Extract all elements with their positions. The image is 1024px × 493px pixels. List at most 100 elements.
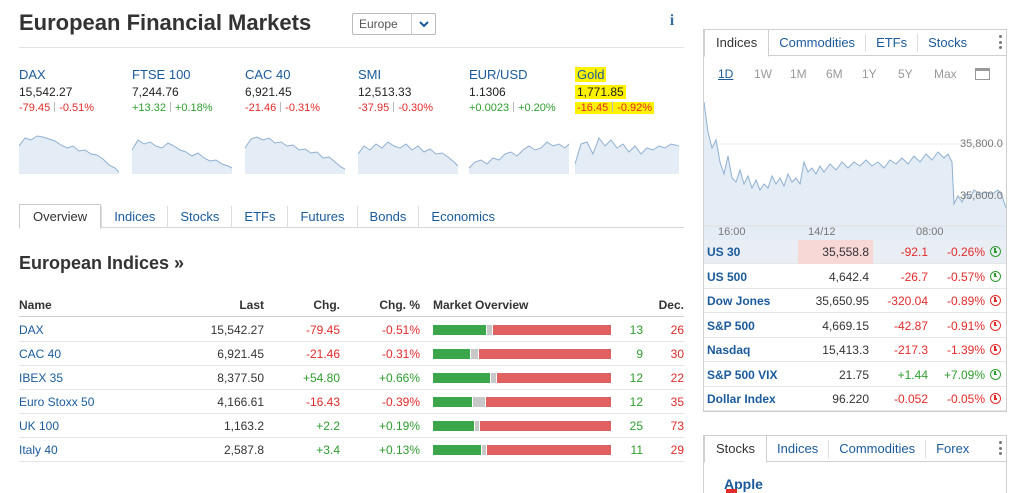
card-name[interactable]: FTSE 100 [132,67,191,82]
card-name-text: Gold [575,67,607,82]
intraday-chart: 35,800.0 35,600.0 16:00 14/12 08:00 [704,92,1006,240]
table-row[interactable]: IBEX 35 8,377.50 +54.80 +0.66% 12 22 [19,366,684,390]
row-advancers: 12 [629,371,643,385]
panel-row[interactable]: S&P 500 4,669.15 -42.87 -0.91% [704,314,1006,338]
panel2-tabs: Stocks Indices Commodities Forex [704,436,1006,463]
market-overview-bar [433,373,611,383]
table-row[interactable]: CAC 40 6,921.45 -21.46 -0.31% 9 30 [19,342,684,366]
stock-item-name[interactable]: Apple [724,476,763,492]
more-options-icon[interactable] [996,440,1004,456]
row-name[interactable]: CAC 40 [19,347,62,361]
quote-card[interactable]: Gold 1,771.85 -16.45 -0.92% [575,66,685,176]
row-decliners: 22 [670,371,684,385]
more-options-icon[interactable] [996,34,1004,50]
panel2-tab-stocks[interactable]: Stocks [704,436,768,463]
fullscreen-icon[interactable] [975,68,990,80]
tab-etfs[interactable]: ETFs [231,206,287,228]
card-name[interactable]: CAC 40 [245,67,291,82]
panel2-tab-indices[interactable]: Indices [777,441,819,456]
range-6m[interactable]: 6M [826,67,843,81]
table-row[interactable]: Italy 40 2,587.8 +3.4 +0.13% 11 29 [19,438,684,462]
clock-icon [990,344,1001,355]
panel-row-name[interactable]: Dollar Index [707,392,776,406]
panel-row[interactable]: S&P 500 VIX 21.75 +1.44 +7.09% [704,363,1006,387]
panel-row[interactable]: US 30 35,558.8 -92.1 -0.26% [704,240,1006,264]
card-change-pct: -0.92% [617,102,653,114]
clock-icon [990,319,1001,331]
section-tabs: Overview Indices Stocks ETFs Futures Bon… [19,204,684,229]
table-header-row: Name Last Chg. Chg. % Market Overview De… [19,293,684,317]
card-change: -37.95 -0.30% [358,100,468,116]
range-1d[interactable]: 1D [718,67,734,81]
panel-row[interactable]: Nasdaq 15,413.3 -217.3 -1.39% [704,338,1006,362]
panel-row-name[interactable]: S&P 500 VIX [707,367,778,382]
panel-row[interactable]: Dollar Index 96.220 -0.052 -0.05% [704,387,1006,411]
tab-indices[interactable]: Indices [101,206,167,228]
row-decliners: 29 [670,443,684,457]
info-icon[interactable]: i [669,12,675,29]
region-select[interactable]: Europe [352,13,436,35]
card-name[interactable]: Gold [575,66,685,84]
range-1y[interactable]: 1Y [862,67,877,81]
card-name[interactable]: SMI [358,67,382,82]
panel-row-last: 4,669.15 [822,318,869,333]
panel-row-change-pct: -0.05% [946,392,985,406]
tab-bonds[interactable]: Bonds [356,206,419,228]
panel-tab-stocks[interactable]: Stocks [917,34,977,52]
table-row[interactable]: Euro Stoxx 50 4,166.61 -16.43 -0.39% 12 35 [19,390,684,414]
panel-row-last: 96.220 [832,392,869,406]
panel-row-name[interactable]: Dow Jones [707,294,771,308]
quote-card[interactable]: SMI 12,513.33 -37.95 -0.30% [358,66,468,176]
market-overview-bar [433,397,611,407]
panel-row[interactable]: US 500 4,642.4 -26.7 -0.57% [704,265,1006,289]
range-1m[interactable]: 1M [790,67,807,81]
range-selector: 1D 1W 1M 6M 1Y 5Y Max [718,67,970,81]
unchanged-bar [482,445,486,455]
section-title[interactable]: European Indices » [19,253,185,273]
panel2-tab-forex[interactable]: Forex [925,440,979,458]
table-row[interactable]: DAX 15,542.27 -79.45 -0.51% 13 26 [19,318,684,342]
card-name[interactable]: EUR/USD [469,67,528,82]
card-change-value: +0.0023 [469,102,510,114]
panel-row-name[interactable]: US 30 [707,245,741,259]
panel-row-change: -217.3 [893,343,928,357]
range-5y[interactable]: 5Y [898,67,913,81]
unchanged-bar [471,349,478,359]
quote-card[interactable]: EUR/USD 1.1306 +0.0023 +0.20% [469,66,579,176]
panel-row-last: 35,558.8 [798,240,873,264]
quote-card[interactable]: DAX 15,542.27 -79.45 -0.51% [19,66,129,176]
row-name[interactable]: IBEX 35 [19,371,64,385]
tab-futures[interactable]: Futures [287,206,356,228]
panel-row-name[interactable]: Nasdaq [707,343,751,357]
row-name[interactable]: Italy 40 [19,443,58,457]
panel-tab-indices[interactable]: Indices [704,30,770,57]
card-change-pct: -0.31% [285,102,321,114]
tab-economics[interactable]: Economics [418,206,507,228]
range-max[interactable]: Max [934,67,957,81]
sparkline [358,141,458,174]
panel-row[interactable]: Dow Jones 35,650.95 -320.04 -0.89% [704,289,1006,313]
quote-card[interactable]: FTSE 100 7,244.76 +13.32 +0.18% [132,66,242,176]
row-name[interactable]: Euro Stoxx 50 [19,395,95,409]
panel-row-change-pct: -0.26% [946,245,985,259]
card-name[interactable]: DAX [19,67,46,82]
row-name[interactable]: DAX [19,323,44,337]
quote-card[interactable]: CAC 40 6,921.45 -21.46 -0.31% [245,66,355,176]
row-change-pct: +0.19% [378,419,420,433]
chevron-down-icon[interactable] [411,14,435,34]
panel-tab-commodities[interactable]: Commodities [779,35,856,50]
row-name[interactable]: UK 100 [19,419,60,433]
tab-stocks[interactable]: Stocks [167,206,231,228]
tab-overview[interactable]: Overview [19,204,102,229]
range-1w[interactable]: 1W [754,67,772,81]
panel-tab-etfs[interactable]: ETFs [865,34,917,52]
row-decliners: 30 [670,347,684,361]
panel-row-change-pct: -0.91% [946,318,985,333]
row-change: +2.2 [316,419,340,433]
table-row[interactable]: UK 100 1,163.2 +2.2 +0.19% 25 73 [19,414,684,438]
panel-row-name[interactable]: US 500 [707,269,748,284]
panel-row-change: -26.7 [900,269,928,284]
panel-row-name[interactable]: S&P 500 [707,318,755,333]
panel2-tab-commodities[interactable]: Commodities [828,440,925,458]
x-tick-label: 08:00 [916,226,944,238]
